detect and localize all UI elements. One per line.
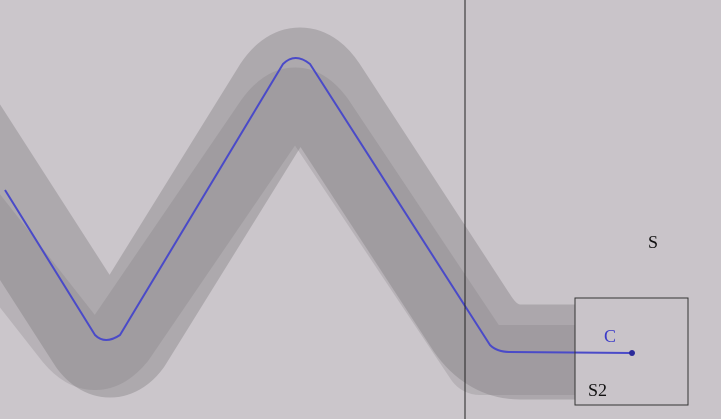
label-s: S bbox=[648, 232, 658, 252]
label-c: C bbox=[604, 326, 616, 346]
label-s2: S2 bbox=[588, 380, 607, 400]
endpoint bbox=[629, 350, 635, 356]
cad-viewport: S C S2 bbox=[0, 0, 721, 419]
